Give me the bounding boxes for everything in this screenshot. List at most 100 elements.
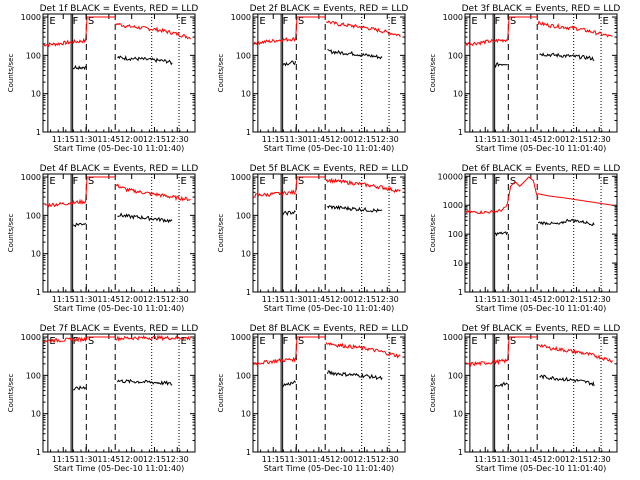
- event-marker-label: F: [495, 16, 501, 27]
- event-marker-label: E: [391, 176, 397, 187]
- event-marker-label: S: [298, 16, 304, 27]
- event-marker-label: F: [283, 176, 289, 187]
- y-tick-label: 1: [36, 128, 41, 137]
- events-series-line: [327, 204, 383, 213]
- event-marker-label: S: [510, 336, 516, 347]
- event-marker-label: E: [49, 176, 55, 187]
- x-tick-label: 12:15: [565, 135, 588, 144]
- lld-series-line: [295, 176, 326, 193]
- y-tick-label: 1: [36, 448, 41, 457]
- x-tick-label: 11:15: [52, 135, 75, 144]
- panel-title: Det 4f BLACK = Events, RED = LLD: [40, 164, 199, 174]
- lld-series-line: [537, 20, 613, 38]
- x-axis-label: Start Time (05-Dec-10 11:01:40): [476, 144, 607, 153]
- chart-panel-3: Det 3f BLACK = Events, RED = LLD 1 10 100 10…: [429, 4, 620, 153]
- events-series-line: [72, 385, 86, 391]
- lld-series-line: [252, 357, 297, 366]
- y-tick-label: 1000: [443, 201, 463, 210]
- lld-series-line: [252, 189, 296, 198]
- y-axis-label: Counts/sec: [7, 54, 15, 93]
- x-tick-label: 12:30: [376, 455, 399, 464]
- x-tick-label: 12:00: [330, 455, 353, 464]
- y-tick-label: 100: [448, 51, 463, 60]
- plot-frame: [42, 13, 196, 133]
- x-tick-label: 12:00: [120, 455, 143, 464]
- x-tick-label: 11:15: [474, 455, 497, 464]
- chart-panel-8: Det 8f BLACK = Events, RED = LLD 1 10 100 10…: [217, 324, 408, 473]
- lld-series-line: [42, 336, 116, 343]
- y-axis-label: Counts/sec: [217, 214, 225, 253]
- event-marker-label: E: [603, 176, 609, 187]
- panel-title: Det 3f BLACK = Events, RED = LLD: [462, 4, 621, 14]
- event-marker-label: S: [298, 176, 304, 187]
- plot-frame: [42, 173, 196, 293]
- event-marker-label: F: [73, 176, 79, 187]
- y-tick-label: 100: [236, 211, 251, 220]
- lld-series-line: [85, 16, 116, 41]
- x-tick-label: 11:30: [285, 295, 308, 304]
- y-tick-label: 1: [246, 128, 251, 137]
- events-series-line: [72, 64, 87, 71]
- event-marker-label: F: [495, 176, 501, 187]
- y-tick-label: 1000: [443, 333, 463, 342]
- events-series-line: [539, 374, 595, 387]
- panel-title: Det 2f BLACK = Events, RED = LLD: [250, 4, 409, 14]
- x-tick-label: 12:15: [143, 455, 166, 464]
- events-series-line: [494, 231, 509, 237]
- y-tick-label: 1: [246, 448, 251, 457]
- events-series-line: [494, 62, 508, 69]
- x-tick-label: 11:30: [497, 295, 520, 304]
- y-tick-label: 10000: [438, 172, 463, 181]
- x-tick-label: 12:15: [353, 135, 376, 144]
- chart-panel-2: Det 2f BLACK = Events, RED = LLD 1 10 100 10…: [217, 4, 408, 153]
- y-tick-label: 10: [31, 90, 41, 99]
- x-tick-label: 12:15: [353, 455, 376, 464]
- chart-panel-9: Det 9f BLACK = Events, RED = LLD 1 10 100 10…: [429, 324, 620, 473]
- events-series-line: [282, 210, 296, 217]
- events-series-line: [282, 60, 297, 67]
- x-tick-label: 12:30: [166, 455, 189, 464]
- event-marker-label: E: [49, 336, 55, 347]
- y-axis-label: Counts/sec: [7, 374, 15, 413]
- event-marker-label: E: [259, 16, 265, 27]
- event-marker-label: F: [495, 336, 501, 347]
- x-tick-label: 12:00: [542, 455, 565, 464]
- plot-frame: [252, 13, 406, 133]
- x-tick-label: 11:45: [307, 455, 330, 464]
- event-marker-label: S: [298, 336, 304, 347]
- x-axis-label: Start Time (05-Dec-10 11:01:40): [54, 464, 185, 473]
- x-tick-label: 12:00: [120, 135, 143, 144]
- y-tick-label: 1000: [21, 13, 41, 22]
- y-tick-label: 10: [241, 250, 251, 259]
- x-tick-label: 12:15: [565, 455, 588, 464]
- lld-series-line: [464, 176, 539, 215]
- x-tick-label: 11:30: [497, 455, 520, 464]
- x-tick-label: 12:30: [166, 135, 189, 144]
- events-series-line: [117, 212, 173, 224]
- y-tick-label: 10: [241, 410, 251, 419]
- lld-series-line: [85, 176, 116, 202]
- x-tick-label: 12:30: [376, 295, 399, 304]
- y-tick-label: 1: [458, 288, 463, 297]
- x-tick-label: 11:15: [262, 455, 285, 464]
- lld-series-line: [115, 334, 191, 342]
- lld-series-line: [464, 358, 508, 368]
- x-tick-label: 11:30: [75, 135, 98, 144]
- event-marker-label: E: [181, 176, 187, 187]
- y-tick-label: 10: [453, 90, 463, 99]
- x-tick-label: 11:45: [519, 295, 542, 304]
- x-tick-label: 11:15: [52, 455, 75, 464]
- chart-panel-4: Det 4f BLACK = Events, RED = LLD 1 10 100 10…: [7, 164, 198, 313]
- event-marker-label: S: [510, 16, 516, 27]
- x-tick-label: 11:45: [519, 455, 542, 464]
- x-axis-label: Start Time (05-Dec-10 11:01:40): [54, 144, 185, 153]
- x-tick-label: 11:30: [75, 455, 98, 464]
- y-tick-label: 1000: [443, 13, 463, 22]
- x-axis-label: Start Time (05-Dec-10 11:01:40): [54, 304, 185, 313]
- lld-series-line: [42, 198, 87, 208]
- event-marker-label: E: [603, 16, 609, 27]
- events-series-line: [72, 222, 87, 228]
- x-tick-label: 12:30: [588, 135, 611, 144]
- y-axis-label: Counts/sec: [217, 374, 225, 413]
